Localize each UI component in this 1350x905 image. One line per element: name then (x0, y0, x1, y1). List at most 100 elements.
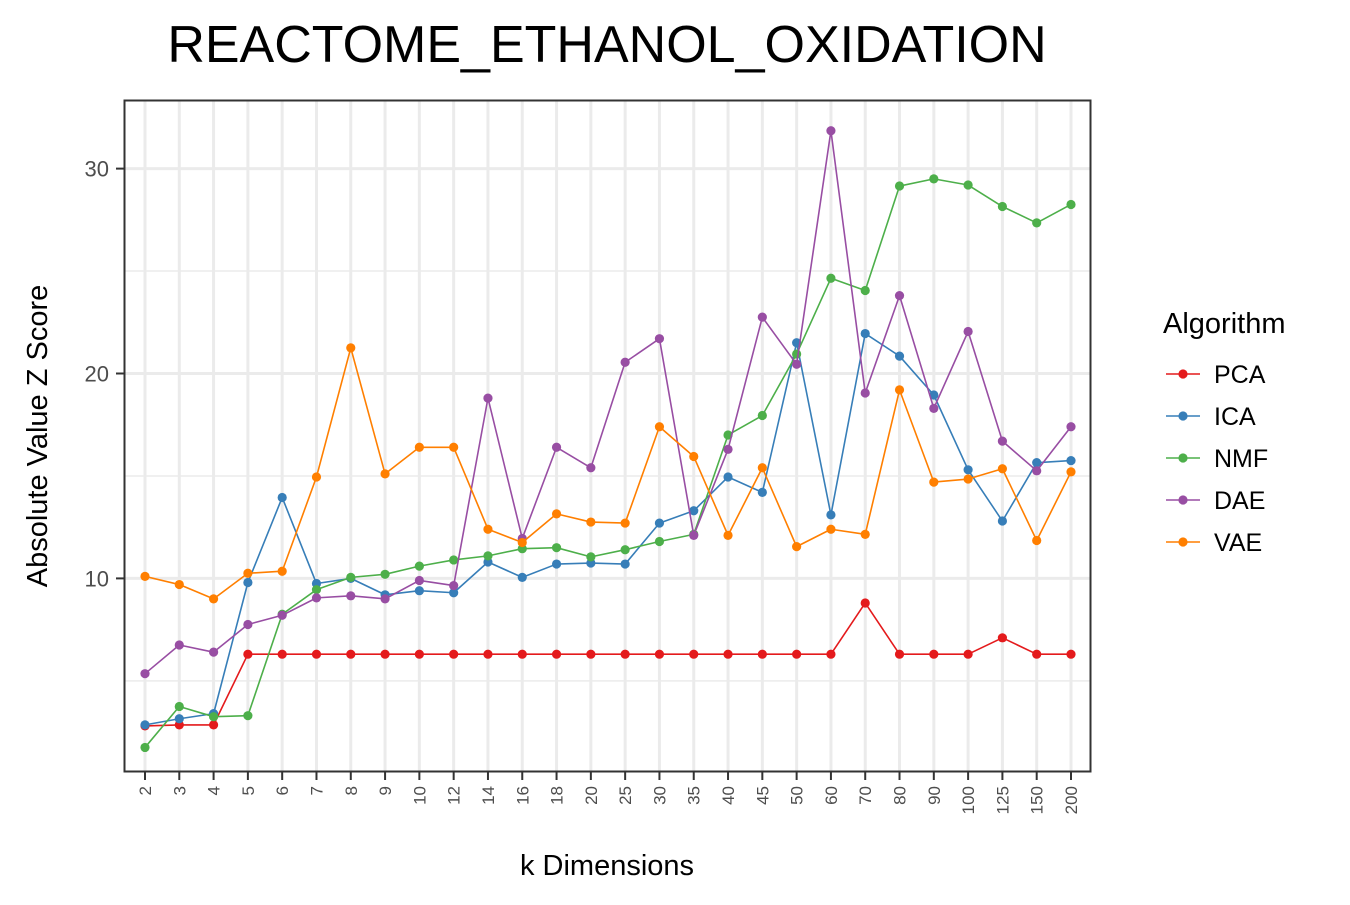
data-point-vae (929, 477, 939, 487)
data-point-dae (826, 126, 836, 136)
x-tick-label: 45 (753, 786, 772, 805)
legend: Algorithm PCA ICA NMF DAE VAE (1163, 308, 1286, 557)
data-point-dae (620, 357, 630, 367)
legend-label: VAE (1214, 529, 1262, 557)
legend-key-point (1178, 537, 1188, 547)
data-point-pca (551, 649, 562, 659)
data-point-nmf (174, 701, 184, 712)
data-point-nmf (723, 430, 733, 440)
data-point-pca (586, 649, 596, 659)
x-tick-label: 60 (822, 786, 841, 805)
data-point-dae (346, 591, 356, 601)
data-point-vae (311, 472, 322, 482)
data-point-pca (311, 649, 322, 659)
data-point-dae (380, 594, 390, 604)
data-point-dae (243, 619, 253, 630)
legend-item-dae: DAE (1166, 487, 1265, 515)
data-point-nmf (449, 555, 459, 565)
series-dae (140, 126, 1076, 679)
data-point-vae (277, 566, 287, 576)
data-point-nmf (208, 712, 219, 722)
data-point-pca (929, 649, 939, 659)
data-point-pca (654, 649, 665, 659)
data-point-dae (757, 312, 767, 322)
data-point-dae (483, 393, 493, 403)
series-vae (140, 343, 1076, 604)
data-point-nmf (346, 572, 356, 582)
data-point-pca (243, 649, 253, 659)
legend-key-point (1178, 369, 1188, 379)
data-point-vae (517, 537, 527, 548)
data-point-nmf (929, 174, 939, 184)
x-tick-label: 25 (616, 786, 635, 805)
data-point-dae (689, 530, 699, 540)
data-point-vae (757, 463, 767, 473)
x-tick-label: 7 (307, 786, 326, 795)
data-point-dae (792, 359, 802, 369)
series-line-vae (144, 347, 1072, 600)
legend-label: DAE (1214, 487, 1265, 515)
x-tick-label: 9 (376, 786, 395, 795)
data-point-vae (586, 517, 596, 527)
data-point-dae (414, 575, 424, 586)
legend-item-nmf: NMF (1166, 445, 1268, 473)
data-point-pca (449, 649, 459, 659)
data-point-dae (997, 436, 1008, 446)
legend-items: PCA ICA NMF DAE VAE (1166, 361, 1268, 557)
data-point-vae (414, 442, 424, 452)
data-point-pca (757, 649, 767, 659)
series-line-ica (144, 332, 1072, 726)
data-point-vae (380, 469, 390, 479)
data-point-ica (174, 714, 184, 724)
x-tick-label: 4 (205, 786, 224, 795)
legend-key-point (1178, 453, 1188, 463)
data-point-pca (517, 649, 527, 659)
series-line-nmf (144, 178, 1072, 748)
data-point-dae (449, 580, 459, 591)
series-ica (140, 328, 1076, 730)
x-tick-label: 70 (856, 786, 875, 805)
data-point-vae (1066, 467, 1076, 477)
x-tick-label: 200 (1062, 786, 1081, 814)
data-point-nmf (414, 561, 424, 571)
data-point-pca (689, 649, 699, 659)
data-point-dae (929, 403, 939, 413)
data-point-pca (723, 649, 733, 659)
y-tick-label: 20 (85, 362, 109, 387)
x-tick-label: 18 (548, 786, 567, 805)
x-tick-label: 2 (136, 786, 155, 795)
data-point-vae (963, 474, 973, 484)
data-point-pca (1066, 649, 1076, 659)
data-point-ica (689, 506, 699, 516)
data-point-vae (654, 422, 665, 432)
plot-panel-border (123, 99, 1092, 773)
data-point-nmf (243, 711, 253, 721)
x-tick-label: 100 (959, 786, 978, 814)
data-point-nmf (894, 181, 905, 191)
data-point-vae (894, 385, 905, 395)
series-pca (140, 598, 1076, 731)
x-tick-label: 12 (445, 786, 464, 805)
data-point-nmf (757, 410, 767, 421)
data-point-dae (723, 444, 733, 454)
data-point-ica (723, 472, 733, 482)
y-axis-title: Absolute Value Z Score (22, 285, 54, 588)
x-axis-title: k Dimensions (520, 850, 694, 882)
data-point-ica (551, 559, 562, 569)
x-tick-label: 90 (925, 786, 944, 805)
data-point-vae (689, 451, 699, 462)
data-point-dae (654, 334, 665, 344)
data-point-nmf (860, 285, 870, 296)
data-point-nmf (311, 585, 322, 595)
data-point-nmf (997, 201, 1008, 212)
data-point-dae (894, 291, 905, 301)
data-point-nmf (586, 552, 596, 562)
data-point-vae (243, 568, 253, 578)
chart-title: REACTOME_ETHANOL_OXIDATION (167, 16, 1046, 74)
data-point-nmf (620, 545, 630, 555)
data-point-vae (792, 542, 802, 552)
data-point-ica (860, 328, 870, 339)
data-point-pca (620, 649, 630, 659)
data-point-nmf (140, 742, 150, 753)
